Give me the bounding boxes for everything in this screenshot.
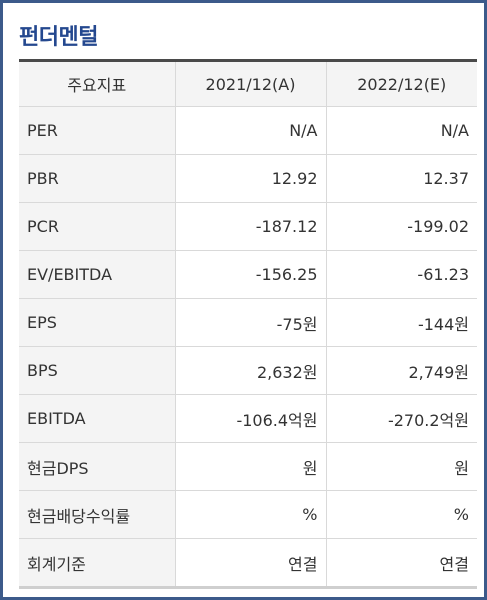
table-row-ebitda: EBITDA -106.4억원 -270.2억원	[19, 394, 477, 443]
cell-value-2021: -156.25	[174, 250, 327, 299]
cell-value-2021: 원	[174, 442, 327, 491]
column-header-2021-12: 2021/12(A)	[174, 60, 327, 107]
row-label: EV/EBITDA	[19, 250, 176, 299]
row-label: 현금DPS	[19, 442, 176, 491]
column-header-metric: 주요지표	[19, 60, 176, 107]
row-label: 회계기준	[19, 538, 176, 588]
row-label: EBITDA	[19, 394, 176, 443]
table-row-pbr: PBR 12.92 12.37	[19, 154, 477, 203]
cell-value-2021: -106.4억원	[174, 394, 327, 443]
cell-value-2022: -61.23	[325, 250, 477, 299]
cell-value-2021: %	[174, 490, 327, 539]
cell-value-2022: 12.37	[325, 154, 477, 203]
cell-value-2022: 연결	[325, 538, 477, 588]
row-label: PER	[19, 106, 176, 155]
row-label: PBR	[19, 154, 176, 203]
cell-value-2022: 원	[325, 442, 477, 491]
cell-value-2021: -187.12	[174, 202, 327, 251]
panel-title: 펀더멘털	[19, 25, 98, 50]
row-label: PCR	[19, 202, 176, 251]
table-row-dividend-yield: 현금배당수익률 % %	[19, 490, 477, 539]
table-row-accounting-standard: 회계기준 연결 연결	[19, 538, 477, 588]
fundamentals-table: 주요지표 2021/12(A) 2022/12(E) PER N/A N/A P…	[19, 59, 477, 589]
table-row-ev-ebitda: EV/EBITDA -156.25 -61.23	[19, 250, 477, 299]
cell-value-2021: -75원	[174, 298, 327, 347]
table-row-cash-dps: 현금DPS 원 원	[19, 442, 477, 491]
cell-value-2022: -270.2억원	[325, 394, 477, 443]
row-label: BPS	[19, 346, 176, 395]
cell-value-2021: 2,632원	[174, 346, 327, 395]
cell-value-2022: %	[325, 490, 477, 539]
cell-value-2022: 2,749원	[325, 346, 477, 395]
table-header-row: 주요지표 2021/12(A) 2022/12(E)	[19, 60, 477, 107]
cell-value-2021: 12.92	[174, 154, 327, 203]
cell-value-2022: -144원	[325, 298, 477, 347]
row-label: 현금배당수익률	[19, 490, 176, 539]
cell-value-2021: N/A	[174, 106, 327, 155]
cell-value-2022: -199.02	[325, 202, 477, 251]
row-label: EPS	[19, 298, 176, 347]
cell-value-2021: 연결	[174, 538, 327, 588]
table-row-eps: EPS -75원 -144원	[19, 298, 477, 347]
cell-value-2022: N/A	[325, 106, 477, 155]
table-row-per: PER N/A N/A	[19, 106, 477, 155]
table-row-bps: BPS 2,632원 2,749원	[19, 346, 477, 395]
table-row-pcr: PCR -187.12 -199.02	[19, 202, 477, 251]
column-header-2022-12: 2022/12(E)	[325, 60, 477, 107]
